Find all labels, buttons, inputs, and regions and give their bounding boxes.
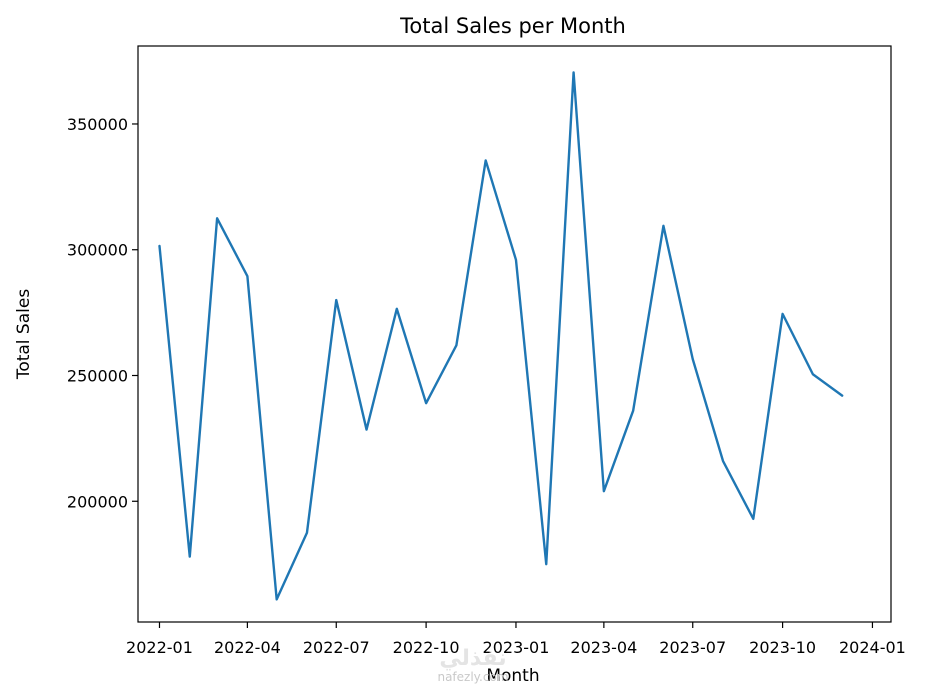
series-layer [158, 71, 844, 601]
y-axis: 200000 250000 300000 350000 [67, 115, 138, 511]
x-tick-label: 2022-07 [303, 638, 370, 657]
x-axis-label: Month [486, 666, 539, 686]
x-tick-label: 2023-04 [570, 638, 637, 657]
x-tick-label: 2023-07 [659, 638, 726, 657]
y-tick-label: 200000 [67, 492, 128, 511]
x-tick-label: 2023-10 [749, 638, 816, 657]
y-tick-label: 350000 [67, 115, 128, 134]
chart-title: Total Sales per Month [399, 14, 626, 38]
series-line-0 [158, 71, 844, 601]
plot-area [137, 45, 892, 623]
x-tick-label: 2022-01 [126, 638, 193, 657]
x-tick-label: 2023-01 [483, 638, 550, 657]
x-axis: 2022-01 2022-04 2022-07 2022-10 2023-01 2023-… [126, 622, 906, 657]
y-tick-label: 250000 [67, 367, 128, 386]
x-tick-label: 2022-10 [393, 638, 460, 657]
x-tick-label: 2024-01 [839, 638, 906, 657]
x-tick-label: 2022-04 [214, 638, 281, 657]
y-axis-label: Total Sales [14, 289, 34, 380]
y-tick-label: 300000 [67, 241, 128, 260]
